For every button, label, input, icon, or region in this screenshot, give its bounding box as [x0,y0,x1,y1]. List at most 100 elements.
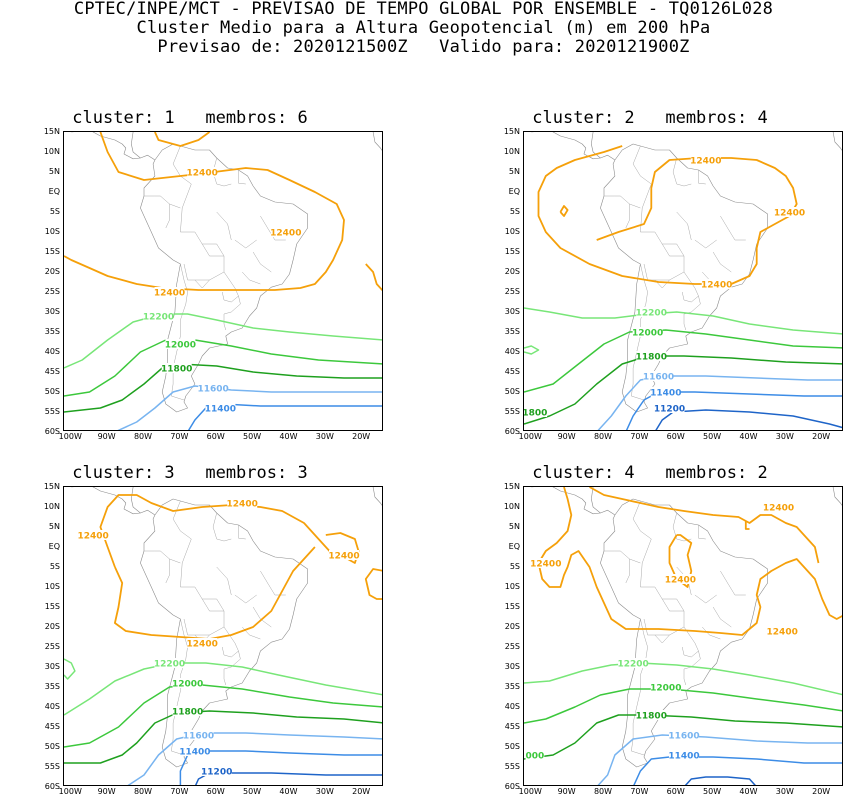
panel-title: cluster: 4 membros: 2 [532,463,768,483]
latitude-tick-label: 20S [44,267,60,276]
contour-label: 11200 [654,405,685,415]
contour-label-bg [632,327,663,337]
contour-12400 [537,145,798,285]
south-america-coastline [140,498,308,768]
contour-12200 [64,662,382,716]
longitude-tick-label: 40W [279,432,298,441]
longitude-tick-label: 100W [58,432,82,441]
longitude-tick-label: 80W [133,787,153,796]
country-border [661,243,684,257]
contour-label-bg [187,638,218,648]
contour-label-bg [172,706,203,716]
country-border [683,650,701,686]
header-line-1: CPTEC/INPE/MCT - PREVISAO DE TEMPO GLOBA… [73,0,774,19]
country-border [238,170,246,185]
latitude-tick-label: EQ [48,187,60,196]
contour-label: 11400 [650,389,681,399]
contour-label: 12400 [767,628,798,638]
south-america-coastline [600,143,768,413]
country-border [720,570,746,596]
contour-label: 12400 [154,289,185,299]
contour-label: 11600 [668,732,699,742]
contour-12200 [524,307,842,335]
contour-12200 [64,313,382,369]
contour-label-bg [669,730,699,740]
contour-12400 [364,568,382,600]
contour-label-bg [198,383,229,393]
country-border [223,650,241,686]
cluster-panel-2: cluster: 2 membros: 4 12400 12400 12400 122… [460,108,843,448]
latitude-tick-label: 60S [504,782,520,791]
country-border [201,243,224,257]
country-border [144,550,181,564]
map-frame: 12400 12400 12400 12400 12200 12000 11800 11600… [63,486,383,786]
country-border [223,295,241,331]
latitude-tick-label: 50S [44,742,60,751]
contour-label: 12000 [632,329,663,339]
contour-label: 12400 [77,532,108,542]
contour-label-bg [643,371,674,381]
contour-11600 [127,732,382,785]
contour-label-bg [525,750,545,760]
country-border [712,251,732,273]
contour-label-bg [179,746,210,756]
contour-label: 11200 [201,768,232,778]
country-border [604,550,641,564]
country-border [242,271,261,285]
contour-12400 [589,487,820,564]
contour-label: 12400 [227,500,258,510]
latitude-tick-label: 15N [43,127,60,136]
latitude-tick-label: 5S [49,562,60,571]
country-border [171,263,188,401]
latitude-tick-label: 5S [509,207,520,216]
contour-12400 [744,521,750,530]
header-line-2: Cluster Medio para a Altura Geopotencial… [136,18,711,38]
country-border [234,239,257,249]
longitude-tick-label: 30W [315,787,334,796]
contour-11800 [524,355,842,425]
contour-label-bg [187,167,218,177]
country-border [654,634,670,644]
contour-label: 11800 [636,353,667,363]
contour-label-bg [201,766,232,776]
contour-label: 11800 [161,365,192,375]
contour-11200 [684,776,756,785]
latitude-tick-label: 10N [43,502,60,511]
latitude-tick-label: 30S [44,662,60,671]
contour-label-bg [172,678,203,688]
contour-label-bg [227,498,258,508]
latitude-tick-label: 25S [44,287,60,296]
contour-label-bg [650,682,681,692]
south-america-coastline [600,498,768,768]
contour-12000 [64,684,382,748]
latitude-tick-label: 20S [504,622,520,631]
contour-label-bg [636,351,667,361]
latitude-tick-label: EQ [508,187,520,196]
central-america-coastline [131,487,156,516]
country-border [702,626,721,640]
contour-12400 [365,263,382,292]
contour-label-bg [701,279,732,289]
contour-label: 12000 [172,680,203,690]
latitude-tick-label: 40S [504,347,520,356]
country-border [165,204,170,229]
country-border [216,211,232,241]
latitude-tick-label: 5N [48,167,60,176]
country-border [720,215,746,241]
contour-label: 000 [526,752,545,762]
latitude-tick-label: 5S [509,562,520,571]
latitude-tick-label: 5N [48,522,60,531]
longitude-tick-label: 90W [557,432,576,441]
contour-label-bg [78,530,109,540]
country-border [698,525,706,540]
latitude-tick-label: 10N [503,147,520,156]
country-border [643,263,685,281]
country-border [640,586,685,627]
contour-label-bg [690,155,721,165]
longitude-tick-label: 40W [739,787,758,796]
latitude-tick-label: 50S [504,742,520,751]
country-border [694,239,717,249]
latitude-tick-label: 10N [43,147,60,156]
contour-12400 [64,132,345,291]
latitude-tick-label: 25S [44,642,60,651]
